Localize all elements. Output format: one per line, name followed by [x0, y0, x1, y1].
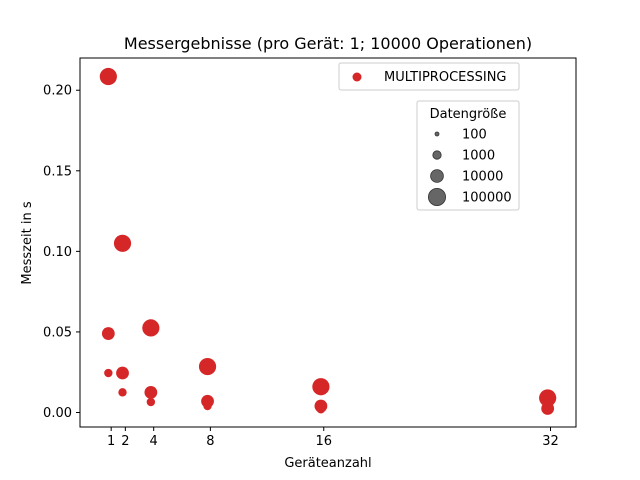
- data-point: [203, 401, 212, 411]
- x-axis-label: Geräteanzahl: [284, 456, 371, 471]
- size-legend-label: 100: [462, 128, 487, 143]
- series-legend-marker: [352, 72, 362, 82]
- data-point: [198, 357, 217, 376]
- x-tick-label: 4: [150, 434, 158, 449]
- size-legend-title: Datengröße: [430, 107, 507, 122]
- data-point: [146, 397, 156, 407]
- data-point: [113, 234, 132, 252]
- size-legend-frame: [416, 100, 520, 211]
- size-legend-marker: [427, 187, 446, 206]
- size-legend-marker: [432, 150, 442, 160]
- data-point: [104, 368, 113, 378]
- data-point: [541, 402, 555, 415]
- data-point: [142, 319, 160, 337]
- chart-title: Messergebnisse (pro Gerät: 1; 10000 Oper…: [124, 34, 532, 53]
- data-point: [316, 405, 326, 414]
- plot-frame: [79, 57, 577, 428]
- size-legend-label: 100000: [462, 191, 512, 206]
- data-point: [101, 327, 115, 340]
- y-tick-label: 0.05: [43, 325, 72, 340]
- size-legend: Datengröße 100 1000 10000 100000: [416, 100, 520, 211]
- series-legend: MULTIPROCESSING: [338, 62, 520, 91]
- x-tick-label: 16: [315, 434, 332, 449]
- x-tick-label: 2: [121, 434, 129, 449]
- data-point: [116, 366, 129, 380]
- size-legend-label: 10000: [462, 170, 503, 185]
- y-tick-label: 0.00: [43, 406, 72, 421]
- data-point: [99, 67, 117, 86]
- y-axis-label: Messzeit in s: [20, 201, 35, 284]
- y-tick-label: 0.10: [43, 245, 72, 260]
- series-legend-frame: [338, 62, 520, 91]
- data-point: [312, 378, 330, 396]
- size-legend-label: 1000: [462, 149, 495, 164]
- data-point: [118, 388, 127, 397]
- y-tick-label: 0.15: [43, 164, 72, 179]
- size-legend-marker: [434, 131, 440, 137]
- plot-area: 1 2 4 8 16 32 0.00 0.05 0.10 0.15 0.20: [43, 57, 577, 449]
- data-point: [539, 389, 557, 407]
- y-tick-label: 0.20: [43, 84, 72, 99]
- size-legend-marker: [430, 169, 444, 183]
- data-point: [144, 385, 158, 399]
- size-legend-items: 100 1000 10000 100000: [427, 128, 512, 206]
- x-tick-label: 1: [107, 434, 115, 449]
- x-tick-label: 8: [206, 434, 214, 449]
- x-tick-label: 32: [542, 434, 559, 449]
- series-legend-label: MULTIPROCESSING: [384, 70, 507, 85]
